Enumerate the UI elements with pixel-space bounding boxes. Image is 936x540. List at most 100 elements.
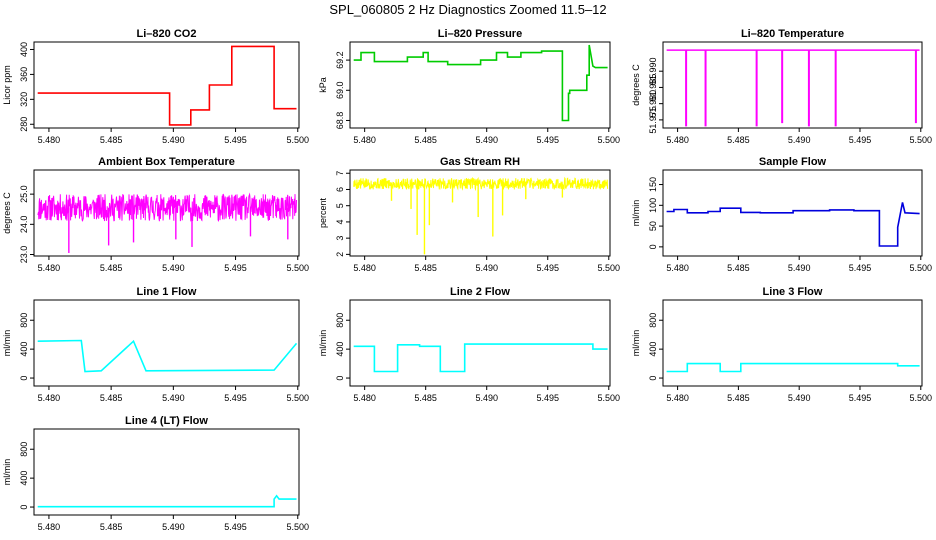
y-axis-label: ml/min	[631, 330, 641, 357]
y-axis-label: ml/min	[2, 459, 12, 486]
x-tick-label: 5.490	[475, 263, 498, 273]
x-tick-label: 5.495	[536, 135, 559, 145]
y-tick-label: 0	[648, 376, 658, 381]
chart-panel-1: Li–820 CO2 Licor ppm 5.480 5.485 5.490 5.495 5…	[2, 28, 309, 145]
y-axis-label: degrees C	[2, 192, 12, 234]
chart-title: Sample Flow	[759, 156, 827, 168]
x-tick-label: 5.480	[38, 263, 61, 273]
x-tick-label: 5.490	[475, 393, 498, 403]
y-tick-label: 6	[335, 187, 345, 192]
x-tick-label: 5.490	[788, 263, 811, 273]
x-tick-label: 5.480	[38, 393, 61, 403]
y-tick-label: 800	[19, 313, 29, 328]
x-tick-label: 5.490	[162, 263, 185, 273]
x-tick-label: 5.480	[353, 263, 376, 273]
y-tick-label: 51.980	[648, 90, 658, 118]
y-tick-label: 800	[648, 313, 658, 328]
plot-frame	[662, 41, 923, 129]
y-tick-label: 800	[335, 313, 345, 328]
data-layer	[37, 192, 297, 253]
page-title: SPL_060805 2 Hz Diagnostics Zoomed 11.5–…	[329, 2, 607, 17]
y-axis-label: ml/min	[2, 330, 12, 357]
series-line	[666, 202, 920, 247]
x-tick-label: 5.490	[788, 393, 811, 403]
plot-frame	[33, 299, 300, 387]
y-tick-label: 320	[19, 92, 29, 107]
x-tick-label: 5.480	[353, 393, 376, 403]
y-tick-label: 5	[335, 203, 345, 208]
y-axis-label: ml/min	[318, 330, 328, 357]
x-tick-label: 5.500	[910, 263, 933, 273]
x-tick-label: 5.485	[727, 135, 750, 145]
chart-panel-10: Line 4 (LT) Flow ml/min 5.480 5.485 5.490 5.4…	[2, 415, 309, 532]
x-tick-label: 5.490	[162, 135, 185, 145]
chart-title: Li–820 Temperature	[741, 28, 844, 40]
y-axis-label: Licor ppm	[2, 65, 12, 105]
x-tick-label: 5.490	[162, 522, 185, 532]
x-tick-label: 5.485	[100, 522, 123, 532]
x-tick-label: 5.495	[224, 263, 247, 273]
x-tick-label: 5.495	[224, 522, 247, 532]
chart-title: Li–820 CO2	[137, 28, 197, 40]
x-tick-label: 5.480	[666, 135, 689, 145]
y-tick-label: 0	[19, 505, 29, 510]
y-tick-label: 0	[335, 376, 345, 381]
data-layer	[37, 339, 298, 373]
x-tick-label: 5.485	[100, 263, 123, 273]
series-line	[37, 45, 297, 126]
y-axis-label: percent	[318, 197, 328, 228]
x-tick-label: 5.480	[38, 522, 61, 532]
x-tick-label: 5.500	[598, 135, 621, 145]
x-tick-label: 5.495	[224, 135, 247, 145]
x-tick-label: 5.485	[100, 135, 123, 145]
data-layer	[666, 362, 920, 373]
x-tick-label: 5.495	[849, 263, 872, 273]
y-tick-label: 400	[19, 342, 29, 357]
plot-frame	[349, 299, 611, 387]
y-tick-label: 2	[335, 252, 345, 257]
y-tick-label: 51.985	[648, 74, 658, 102]
y-tick-label: 7	[335, 171, 345, 176]
x-tick-label: 5.485	[414, 263, 437, 273]
series-line	[353, 176, 609, 192]
chart-panel-5: Gas Stream RH percent 5.480 5.485 5.490 5.495…	[318, 156, 620, 273]
chart-panel-2: Li–820 Pressure kPa 5.480 5.485 5.490 5.495 5.…	[318, 28, 620, 145]
series-line	[37, 192, 297, 222]
series-line	[353, 44, 608, 122]
data-layer	[666, 49, 920, 127]
x-tick-label: 5.480	[38, 135, 61, 145]
x-tick-label: 5.495	[536, 393, 559, 403]
chart-title: Li–820 Pressure	[438, 28, 522, 40]
plot-frame	[662, 169, 923, 257]
y-tick-label: 51.990	[648, 57, 658, 85]
y-tick-label: 24.0	[19, 216, 29, 234]
y-tick-label: 3	[335, 236, 345, 241]
x-tick-label: 5.485	[414, 135, 437, 145]
x-tick-label: 5.500	[598, 263, 621, 273]
y-tick-label: 51.975	[648, 106, 658, 134]
chart-panel-7: Line 1 Flow ml/min 5.480 5.485 5.490 5.495 5.5…	[2, 286, 309, 403]
x-tick-label: 5.500	[286, 522, 309, 532]
y-axis-label: degrees C	[631, 64, 641, 106]
chart-panel-9: Line 3 Flow ml/min 5.480 5.485 5.490 5.495 5.5…	[631, 286, 932, 403]
chart-panel-8: Line 2 Flow ml/min 5.480 5.485 5.490 5.495 5.5…	[318, 286, 620, 403]
plot-frame	[662, 299, 923, 387]
x-tick-label: 5.495	[849, 393, 872, 403]
chart-title: Gas Stream RH	[440, 156, 520, 168]
x-tick-label: 5.480	[666, 263, 689, 273]
plot-frame	[33, 169, 300, 257]
plot-frame	[33, 41, 300, 129]
y-tick-label: 280	[19, 117, 29, 132]
x-tick-label: 5.480	[666, 393, 689, 403]
plot-frame	[33, 428, 300, 516]
x-tick-label: 5.485	[727, 263, 750, 273]
data-layer	[353, 343, 608, 373]
y-tick-label: 400	[19, 42, 29, 57]
y-tick-label: 4	[335, 219, 345, 224]
x-tick-label: 5.495	[536, 263, 559, 273]
y-tick-label: 69.2	[335, 51, 345, 69]
chart-title: Line 1 Flow	[137, 286, 197, 298]
y-tick-label: 50	[648, 221, 658, 231]
x-tick-label: 5.490	[475, 135, 498, 145]
x-tick-label: 5.495	[224, 393, 247, 403]
